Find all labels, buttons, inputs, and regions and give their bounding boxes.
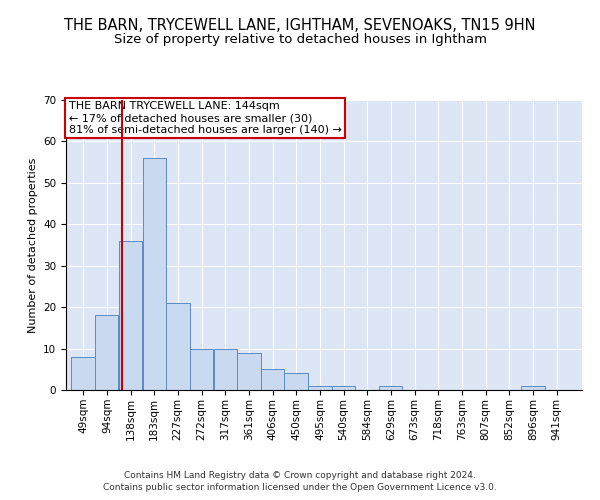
Bar bbox=[237, 352, 260, 390]
Bar bbox=[71, 357, 95, 390]
Bar bbox=[261, 370, 284, 390]
Bar bbox=[332, 386, 355, 390]
Bar bbox=[95, 316, 118, 390]
Text: Size of property relative to detached houses in Ightham: Size of property relative to detached ho… bbox=[113, 32, 487, 46]
Bar bbox=[284, 374, 308, 390]
Bar bbox=[521, 386, 545, 390]
Text: THE BARN, TRYCEWELL LANE, IGHTHAM, SEVENOAKS, TN15 9HN: THE BARN, TRYCEWELL LANE, IGHTHAM, SEVEN… bbox=[64, 18, 536, 32]
Y-axis label: Number of detached properties: Number of detached properties bbox=[28, 158, 38, 332]
Bar bbox=[119, 241, 142, 390]
Bar bbox=[308, 386, 332, 390]
Bar bbox=[190, 348, 214, 390]
Text: Contains HM Land Registry data © Crown copyright and database right 2024.: Contains HM Land Registry data © Crown c… bbox=[124, 471, 476, 480]
Text: THE BARN TRYCEWELL LANE: 144sqm
← 17% of detached houses are smaller (30)
81% of: THE BARN TRYCEWELL LANE: 144sqm ← 17% of… bbox=[68, 102, 341, 134]
Bar bbox=[143, 158, 166, 390]
Bar bbox=[379, 386, 403, 390]
Bar bbox=[166, 303, 190, 390]
Text: Contains public sector information licensed under the Open Government Licence v3: Contains public sector information licen… bbox=[103, 484, 497, 492]
Bar bbox=[214, 348, 237, 390]
